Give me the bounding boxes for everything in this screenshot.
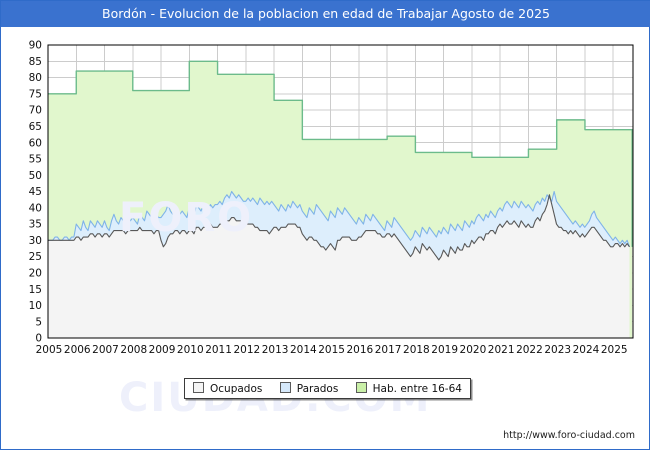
x-axis-tick-label: 2019 [431, 344, 458, 356]
y-axis-tick-label: 55 [29, 154, 42, 166]
window-title: Bordón - Evolucion de la poblacion en ed… [1, 1, 650, 27]
series-line-parados [48, 190, 630, 248]
legend-label-parados: Parados [296, 383, 339, 395]
y-axis-tick-label: 35 [29, 219, 42, 231]
x-axis-tick-label: 2016 [347, 344, 374, 356]
series-line-habitantes [48, 60, 633, 247]
x-axis-tick-label: 2020 [460, 344, 487, 356]
legend-swatch-habitantes [355, 382, 367, 393]
x-axis-tick-label: 2011 [205, 344, 232, 356]
y-axis-tick-label: 20 [29, 267, 42, 279]
series-area-ocupados [48, 194, 630, 338]
x-axis-tick-label: 2024 [573, 344, 600, 356]
y-axis-tick-label: 40 [29, 202, 42, 214]
y-axis-tick-label: 80 [29, 72, 42, 84]
y-axis-tick-label: 75 [29, 88, 42, 100]
plot-frame [47, 44, 634, 339]
y-axis-tick-label: 25 [29, 251, 42, 263]
series-line-ocupados [48, 194, 630, 261]
chart-legend: Ocupados Parados Hab. entre 16-64 [184, 378, 471, 399]
legend-label-ocupados: Ocupados [210, 383, 263, 395]
y-axis-tick-label: 15 [29, 284, 42, 296]
x-axis-tick-label: 2021 [488, 344, 515, 356]
y-axis-tick-label: 10 [29, 300, 42, 312]
x-axis-tick-label: 2023 [544, 344, 571, 356]
legend-swatch-parados [279, 382, 291, 393]
x-axis-tick-label: 2008 [120, 344, 147, 356]
x-axis-tick-label: 2018 [403, 344, 430, 356]
y-axis-tick-label: 5 [35, 316, 42, 328]
x-axis-tick-label: 2007 [92, 344, 119, 356]
y-axis-tick-label: 70 [29, 105, 42, 117]
x-axis-tick-label: 2025 [601, 344, 628, 356]
y-axis-tick-label: 50 [29, 170, 42, 182]
y-axis-tick-label: 30 [29, 235, 42, 247]
chart-svg: 0510152025303540455055606570758085902005… [29, 40, 634, 356]
legend-item-ocupados[interactable]: Ocupados [193, 382, 262, 395]
x-axis-tick-label: 2015 [318, 344, 345, 356]
legend-item-habitantes[interactable]: Hab. entre 16-64 [355, 382, 462, 395]
x-axis-tick-label: 2017 [375, 344, 402, 356]
x-axis-tick-label: 2014 [290, 344, 317, 356]
y-axis-tick-label: 90 [29, 40, 42, 52]
legend-item-parados[interactable]: Parados [279, 382, 339, 395]
y-axis-tick-label: 85 [29, 56, 42, 68]
legend-label-habitantes: Hab. entre 16-64 [372, 383, 462, 395]
x-axis-tick-label: 2006 [64, 344, 91, 356]
x-axis-tick-label: 2005 [36, 344, 63, 356]
y-axis-tick-label: 65 [29, 121, 42, 133]
x-axis-tick-label: 2009 [149, 344, 176, 356]
y-axis-tick-label: 45 [29, 186, 42, 198]
x-axis-tick-label: 2012 [233, 344, 260, 356]
y-axis-tick-label: 0 [35, 333, 42, 345]
x-axis-tick-label: 2013 [262, 344, 289, 356]
y-axis-tick-label: 60 [29, 137, 42, 149]
source-url[interactable]: http://www.foro-ciudad.com [503, 430, 635, 441]
legend-swatch-ocupados [193, 382, 204, 393]
x-axis-tick-label: 2022 [516, 344, 543, 356]
x-axis-tick-label: 2010 [177, 344, 204, 356]
